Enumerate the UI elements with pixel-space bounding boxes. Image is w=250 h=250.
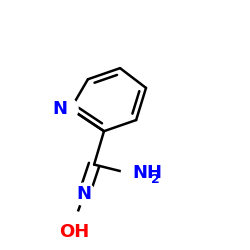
Text: 2: 2: [151, 173, 160, 186]
Text: N: N: [77, 185, 92, 203]
Circle shape: [73, 183, 95, 205]
Text: NH: NH: [132, 164, 162, 182]
Circle shape: [121, 162, 144, 184]
Circle shape: [63, 212, 86, 234]
Text: OH: OH: [59, 223, 90, 241]
Text: N: N: [52, 100, 67, 118]
Circle shape: [56, 98, 78, 120]
